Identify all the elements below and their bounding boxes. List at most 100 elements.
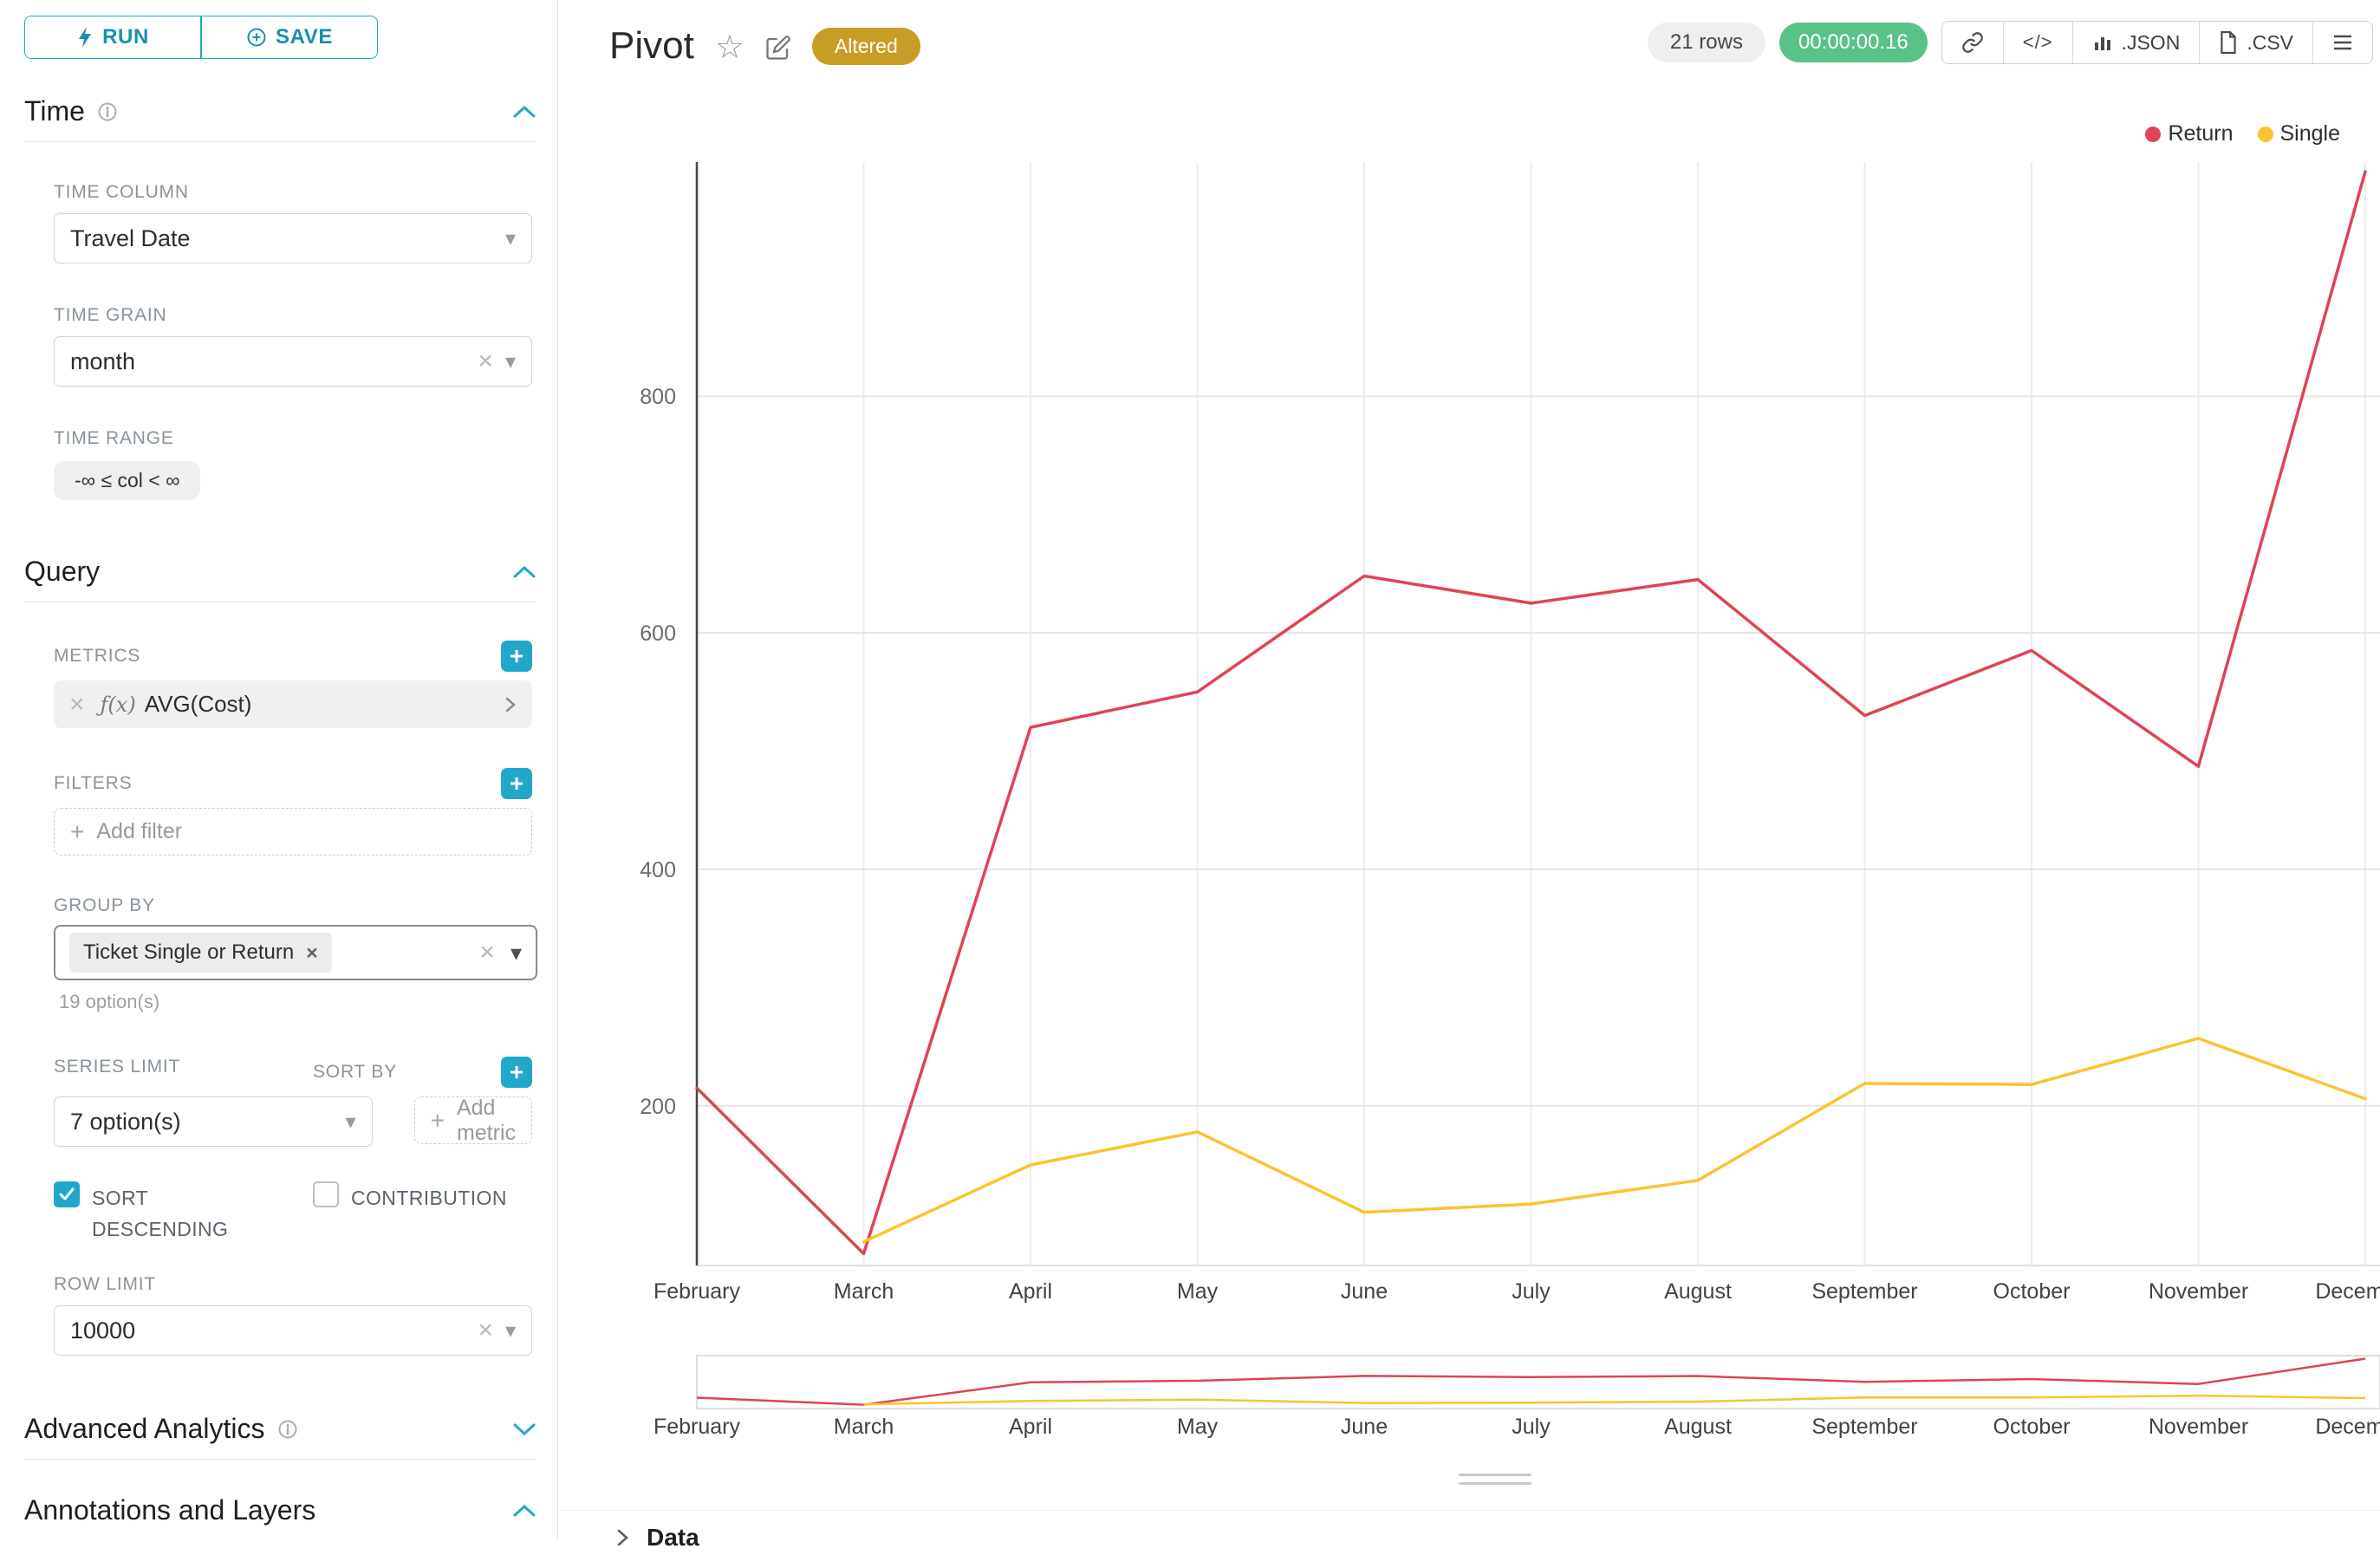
series-line-single xyxy=(862,1037,2367,1244)
mini-x-label: February xyxy=(654,1415,741,1439)
time-grain-value: month xyxy=(70,348,136,374)
clear-icon[interactable]: × xyxy=(478,347,493,375)
remove-metric-icon[interactable]: × xyxy=(69,689,85,719)
sort-descending-label: SORT DESCENDING xyxy=(92,1187,229,1240)
main-chart-svg[interactable]: 200 400 600 800 February March April May June Jul… xyxy=(559,104,2380,1456)
edit-icon[interactable] xyxy=(765,35,791,61)
contribution-option: CONTRIBUTION xyxy=(313,1181,532,1214)
svg-text:September: September xyxy=(1811,1279,1917,1304)
metrics-label: METRICS xyxy=(54,646,141,666)
group-by-label: GROUP BY xyxy=(54,895,155,915)
export-csv-label: .CSV xyxy=(2247,30,2293,54)
legend-item-single[interactable]: Single xyxy=(2257,121,2340,146)
group-by-options-hint: 19 option(s) xyxy=(59,991,160,1012)
contribution-checkbox[interactable] xyxy=(313,1181,339,1207)
mini-series-single xyxy=(863,1394,2366,1406)
y-axis-label: 200 xyxy=(640,1095,676,1119)
svg-text:December: December xyxy=(2315,1279,2380,1304)
share-link-button[interactable] xyxy=(1941,22,2003,63)
add-sort-metric-dropzone[interactable]: + Add metric xyxy=(413,1095,532,1145)
clear-icon[interactable]: × xyxy=(478,1316,493,1345)
group-by-tag-label: Ticket Single or Return xyxy=(83,940,295,964)
mini-x-label: December xyxy=(2315,1415,2380,1439)
mini-x-label: March xyxy=(834,1415,894,1439)
add-filter-button[interactable]: + xyxy=(501,768,532,799)
legend-item-return[interactable]: Return xyxy=(2145,121,2234,146)
resize-handle[interactable] xyxy=(1459,1474,1531,1491)
menu-button[interactable] xyxy=(2312,22,2372,63)
data-panel-toggle[interactable]: Data xyxy=(559,1520,2380,1555)
row-limit-select[interactable]: 10000 × ▾ xyxy=(54,1305,532,1357)
mini-x-label: April xyxy=(1009,1415,1052,1439)
favorite-star-icon[interactable]: ☆ xyxy=(714,29,745,66)
time-grain-select[interactable]: month × ▾ xyxy=(54,336,532,387)
svg-text:October: October xyxy=(1993,1279,2071,1304)
add-filter-placeholder: Add filter xyxy=(96,819,183,843)
chevron-up-icon[interactable] xyxy=(512,1504,536,1518)
query-section-title: Query xyxy=(24,556,101,587)
time-column-label: TIME COLUMN xyxy=(54,182,189,202)
advanced-analytics-header[interactable]: Advanced Analytics xyxy=(24,1413,536,1461)
chevron-right-icon xyxy=(505,697,516,712)
add-metric-button[interactable]: + xyxy=(501,641,532,672)
filters-label: FILTERS xyxy=(54,773,133,793)
series-line-return xyxy=(695,170,2367,1256)
sort-descending-checkbox[interactable] xyxy=(54,1181,80,1207)
chevron-down-icon[interactable] xyxy=(512,1422,536,1436)
add-sort-metric-button[interactable]: + xyxy=(501,1057,532,1088)
contribution-label: CONTRIBUTION xyxy=(351,1187,507,1209)
add-filter-dropzone[interactable]: + Add filter xyxy=(54,808,532,856)
check-icon xyxy=(59,1187,75,1200)
timer-badge: 00:00:00.16 xyxy=(1778,23,1928,62)
query-section-header[interactable]: Query xyxy=(24,556,536,602)
advanced-analytics-title: Advanced Analytics xyxy=(24,1413,265,1445)
plus-circle-icon xyxy=(247,28,266,47)
embed-code-button[interactable]: </> xyxy=(2002,22,2072,63)
time-column-select[interactable]: Travel Date ▾ xyxy=(54,213,532,264)
mini-x-label: May xyxy=(1177,1415,1219,1439)
control-panel: RUN SAVE Time TIME COLUMN Travel Date ▾ … xyxy=(0,0,558,1539)
data-panel-divider xyxy=(559,1510,2380,1511)
clear-icon[interactable]: × xyxy=(479,938,495,966)
series-limit-select[interactable]: 7 option(s) ▾ xyxy=(54,1096,373,1147)
y-axis-label: 600 xyxy=(640,621,676,646)
add-metric-placeholder: Add metric xyxy=(456,1095,517,1145)
remove-tag-icon[interactable]: × xyxy=(306,940,318,964)
group-by-tag: Ticket Single or Return × xyxy=(69,933,332,973)
annotations-section-title: Annotations and Layers xyxy=(24,1494,316,1526)
range-selector[interactable]: February March April May June July August Septe… xyxy=(654,1355,2380,1439)
mini-x-label: August xyxy=(1664,1415,1732,1439)
metric-pill[interactable]: × ƒ(x) AVG(Cost) xyxy=(54,680,532,728)
action-buttons: RUN SAVE xyxy=(24,16,378,59)
x-axis-labels: February March April May June July August Septe… xyxy=(654,1279,2380,1304)
chart-toolbar: </> .JSON .CSV xyxy=(1941,21,2373,64)
save-button-label: SAVE xyxy=(276,25,333,49)
svg-text:June: June xyxy=(1341,1279,1388,1304)
lightning-icon xyxy=(79,27,92,48)
annotations-section-header[interactable]: Annotations and Layers xyxy=(24,1494,536,1539)
svg-text:February: February xyxy=(654,1279,741,1304)
info-icon xyxy=(98,102,117,120)
run-button-label: RUN xyxy=(102,25,149,49)
time-range-pill[interactable]: -∞ ≤ col < ∞ xyxy=(54,461,201,500)
svg-text:July: July xyxy=(1512,1279,1551,1304)
group-by-select[interactable]: Ticket Single or Return × × ▾ xyxy=(54,925,537,980)
time-section-title: Time xyxy=(24,95,85,127)
plus-icon: + xyxy=(430,1106,445,1134)
svg-text:March: March xyxy=(834,1279,894,1304)
export-json-button[interactable]: .JSON xyxy=(2071,22,2200,63)
info-icon xyxy=(278,1420,296,1439)
save-button[interactable]: SAVE xyxy=(201,16,378,59)
chart-legend: Return Single xyxy=(2145,121,2340,146)
mini-x-label: November xyxy=(2149,1415,2248,1439)
legend-dot xyxy=(2145,126,2162,142)
export-csv-button[interactable]: .CSV xyxy=(2199,22,2312,63)
mini-x-label: October xyxy=(1993,1415,2071,1439)
bar-chart-icon xyxy=(2094,37,2110,50)
time-section-header[interactable]: Time xyxy=(24,95,536,142)
chart-panel: Pivot ☆ Altered 21 rows 00:00:00.16 </> … xyxy=(559,0,2380,1551)
chevron-up-icon[interactable] xyxy=(512,565,536,579)
chevron-down-icon: ▾ xyxy=(504,226,516,250)
run-button[interactable]: RUN xyxy=(24,16,201,59)
chevron-up-icon[interactable] xyxy=(512,105,536,119)
